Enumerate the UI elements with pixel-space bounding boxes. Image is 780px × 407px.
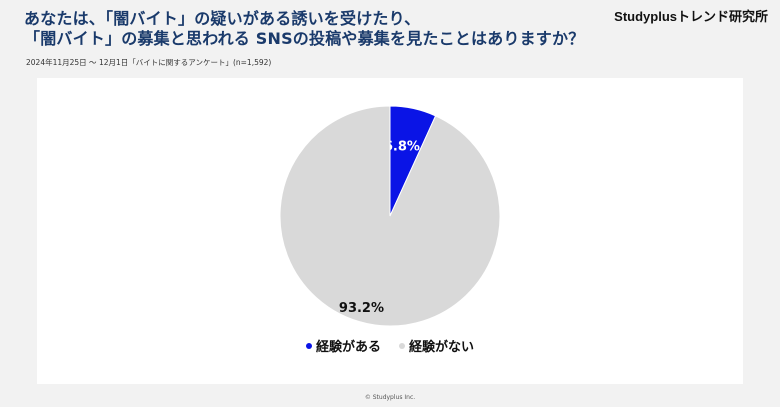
chart-panel: 6.8% 93.2% 経験がある 経験がない	[37, 78, 743, 384]
data-label-not-experienced: 93.2%	[339, 301, 384, 316]
legend-item-not-experienced: 経験がない	[399, 336, 474, 355]
pie-slice-not-experienced	[279, 105, 501, 327]
title-line-1: あなたは、「闇バイト」の疑いがある誘いを受けたり、	[24, 9, 421, 28]
legend-item-experienced: 経験がある	[305, 336, 381, 355]
title-line-2: 「闇バイト」の募集と思われる SNSの投稿や募集を見たことはありますか？	[24, 29, 585, 48]
legend-label-not-experienced: 経験がない	[409, 340, 475, 355]
legend-dot-not-experienced	[399, 342, 405, 349]
pie-chart: 6.8% 93.2%	[279, 105, 501, 327]
legend-dot-experienced	[305, 342, 312, 349]
copyright-footer: © Studyplus Inc.	[364, 394, 416, 401]
data-label-experienced: 6.8%	[384, 140, 420, 155]
chart-legend: 経験がある 経験がない	[37, 336, 743, 355]
legend-label-experienced: 経験がある	[315, 340, 381, 355]
chart-title: あなたは、「闇バイト」の疑いがある誘いを受けたり、 「闇バイト」の募集と思われる…	[24, 9, 584, 49]
survey-subtitle: 2024年11月25日 〜 12月1日「バイトに関するアンケート」(n=1,59…	[26, 58, 272, 67]
brand-logo: Studyplusトレンド研究所	[614, 9, 768, 24]
